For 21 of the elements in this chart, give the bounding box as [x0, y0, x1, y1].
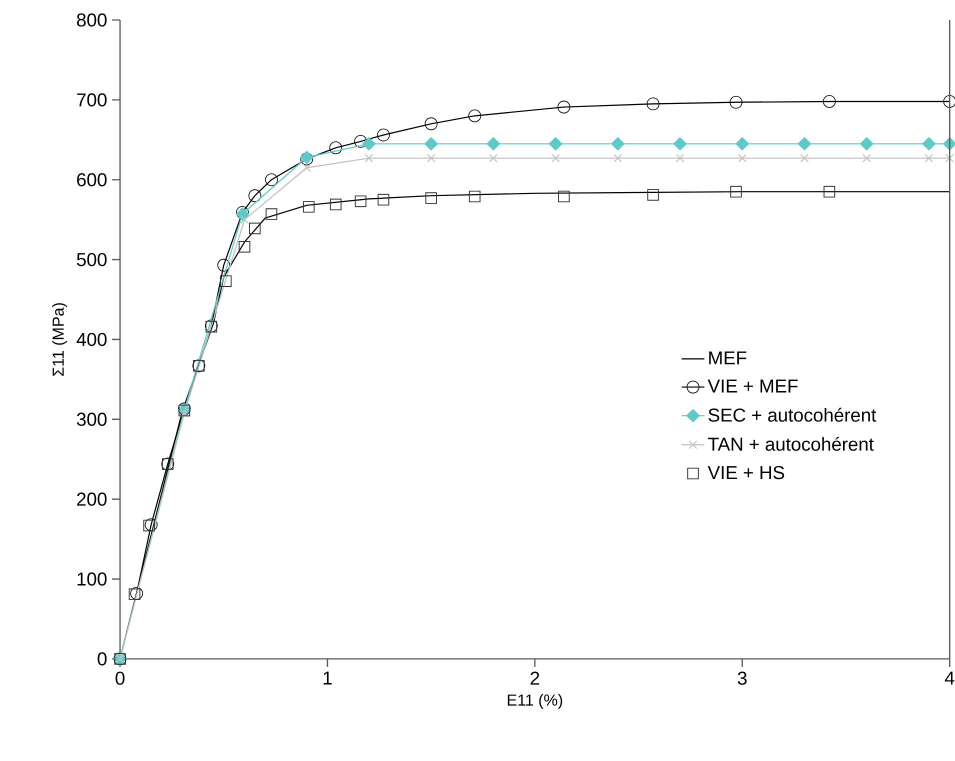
legend-label: TAN + autocohérent: [708, 436, 874, 451]
x-tick-label: 0: [116, 672, 125, 685]
legend-label: VIE + MEF: [708, 380, 798, 392]
y-tick-label: 300: [76, 412, 107, 426]
y-tick-label: 0: [98, 652, 107, 666]
legend-label: MEF: [709, 351, 746, 364]
x-tick-label: 2: [530, 672, 540, 685]
x-tick-label: 1: [324, 672, 332, 684]
y-tick-label: 600: [77, 173, 107, 186]
y-tick-label: 700: [77, 93, 107, 107]
y-tick-label: 500: [76, 252, 107, 266]
y-axis-title: Σ11 (MPa): [52, 303, 68, 376]
y-tick-label: 400: [76, 332, 107, 346]
y-tick-label: 100: [78, 572, 107, 586]
legend-label: VIE + HS: [708, 466, 784, 480]
x-axis-title: E11 (%): [508, 694, 562, 709]
x-tick-label: 3: [738, 672, 747, 685]
legend-label: SEC + autocohérent: [708, 408, 876, 422]
x-tick-label: 4: [944, 672, 954, 684]
y-tick-label: 200: [77, 492, 107, 506]
y-tick-label: 800: [76, 13, 107, 27]
